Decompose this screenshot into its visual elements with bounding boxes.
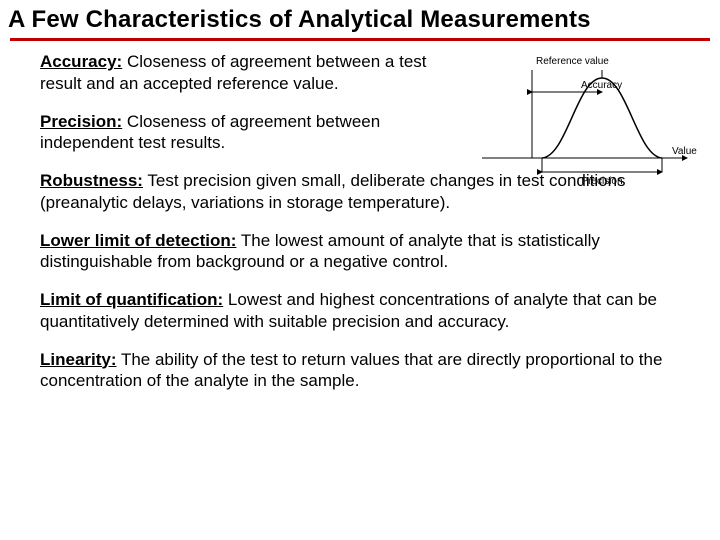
definition-term: Lower limit of detection: [40, 231, 236, 250]
definition-term: Linearity: [40, 350, 117, 369]
definition-term: Robustness: [40, 171, 143, 190]
definition-item: Accuracy: Closeness of agreement between… [40, 51, 440, 95]
definition-item: Limit of quantification: Lowest and high… [40, 289, 696, 333]
definition-term: Accuracy: [40, 52, 122, 71]
title-underline [10, 38, 710, 41]
svg-text:Accuracy: Accuracy [581, 80, 622, 91]
page-title: A Few Characteristics of Analytical Meas… [0, 0, 720, 36]
definition-term: Limit of quantification: [40, 290, 223, 309]
definition-text: The ability of the test to return values… [40, 350, 662, 391]
svg-text:Precision: Precision [581, 176, 622, 187]
accuracy-precision-diagram: Value Reference value Accuracy Precision [472, 48, 702, 188]
svg-text:Reference value: Reference value [536, 56, 609, 67]
definition-item: Lower limit of detection: The lowest amo… [40, 230, 696, 274]
definition-item: Precision: Closeness of agreement betwee… [40, 111, 440, 155]
svg-text:Value: Value [672, 146, 697, 157]
definition-term: Precision: [40, 112, 122, 131]
definition-item: Linearity: The ability of the test to re… [40, 349, 696, 393]
